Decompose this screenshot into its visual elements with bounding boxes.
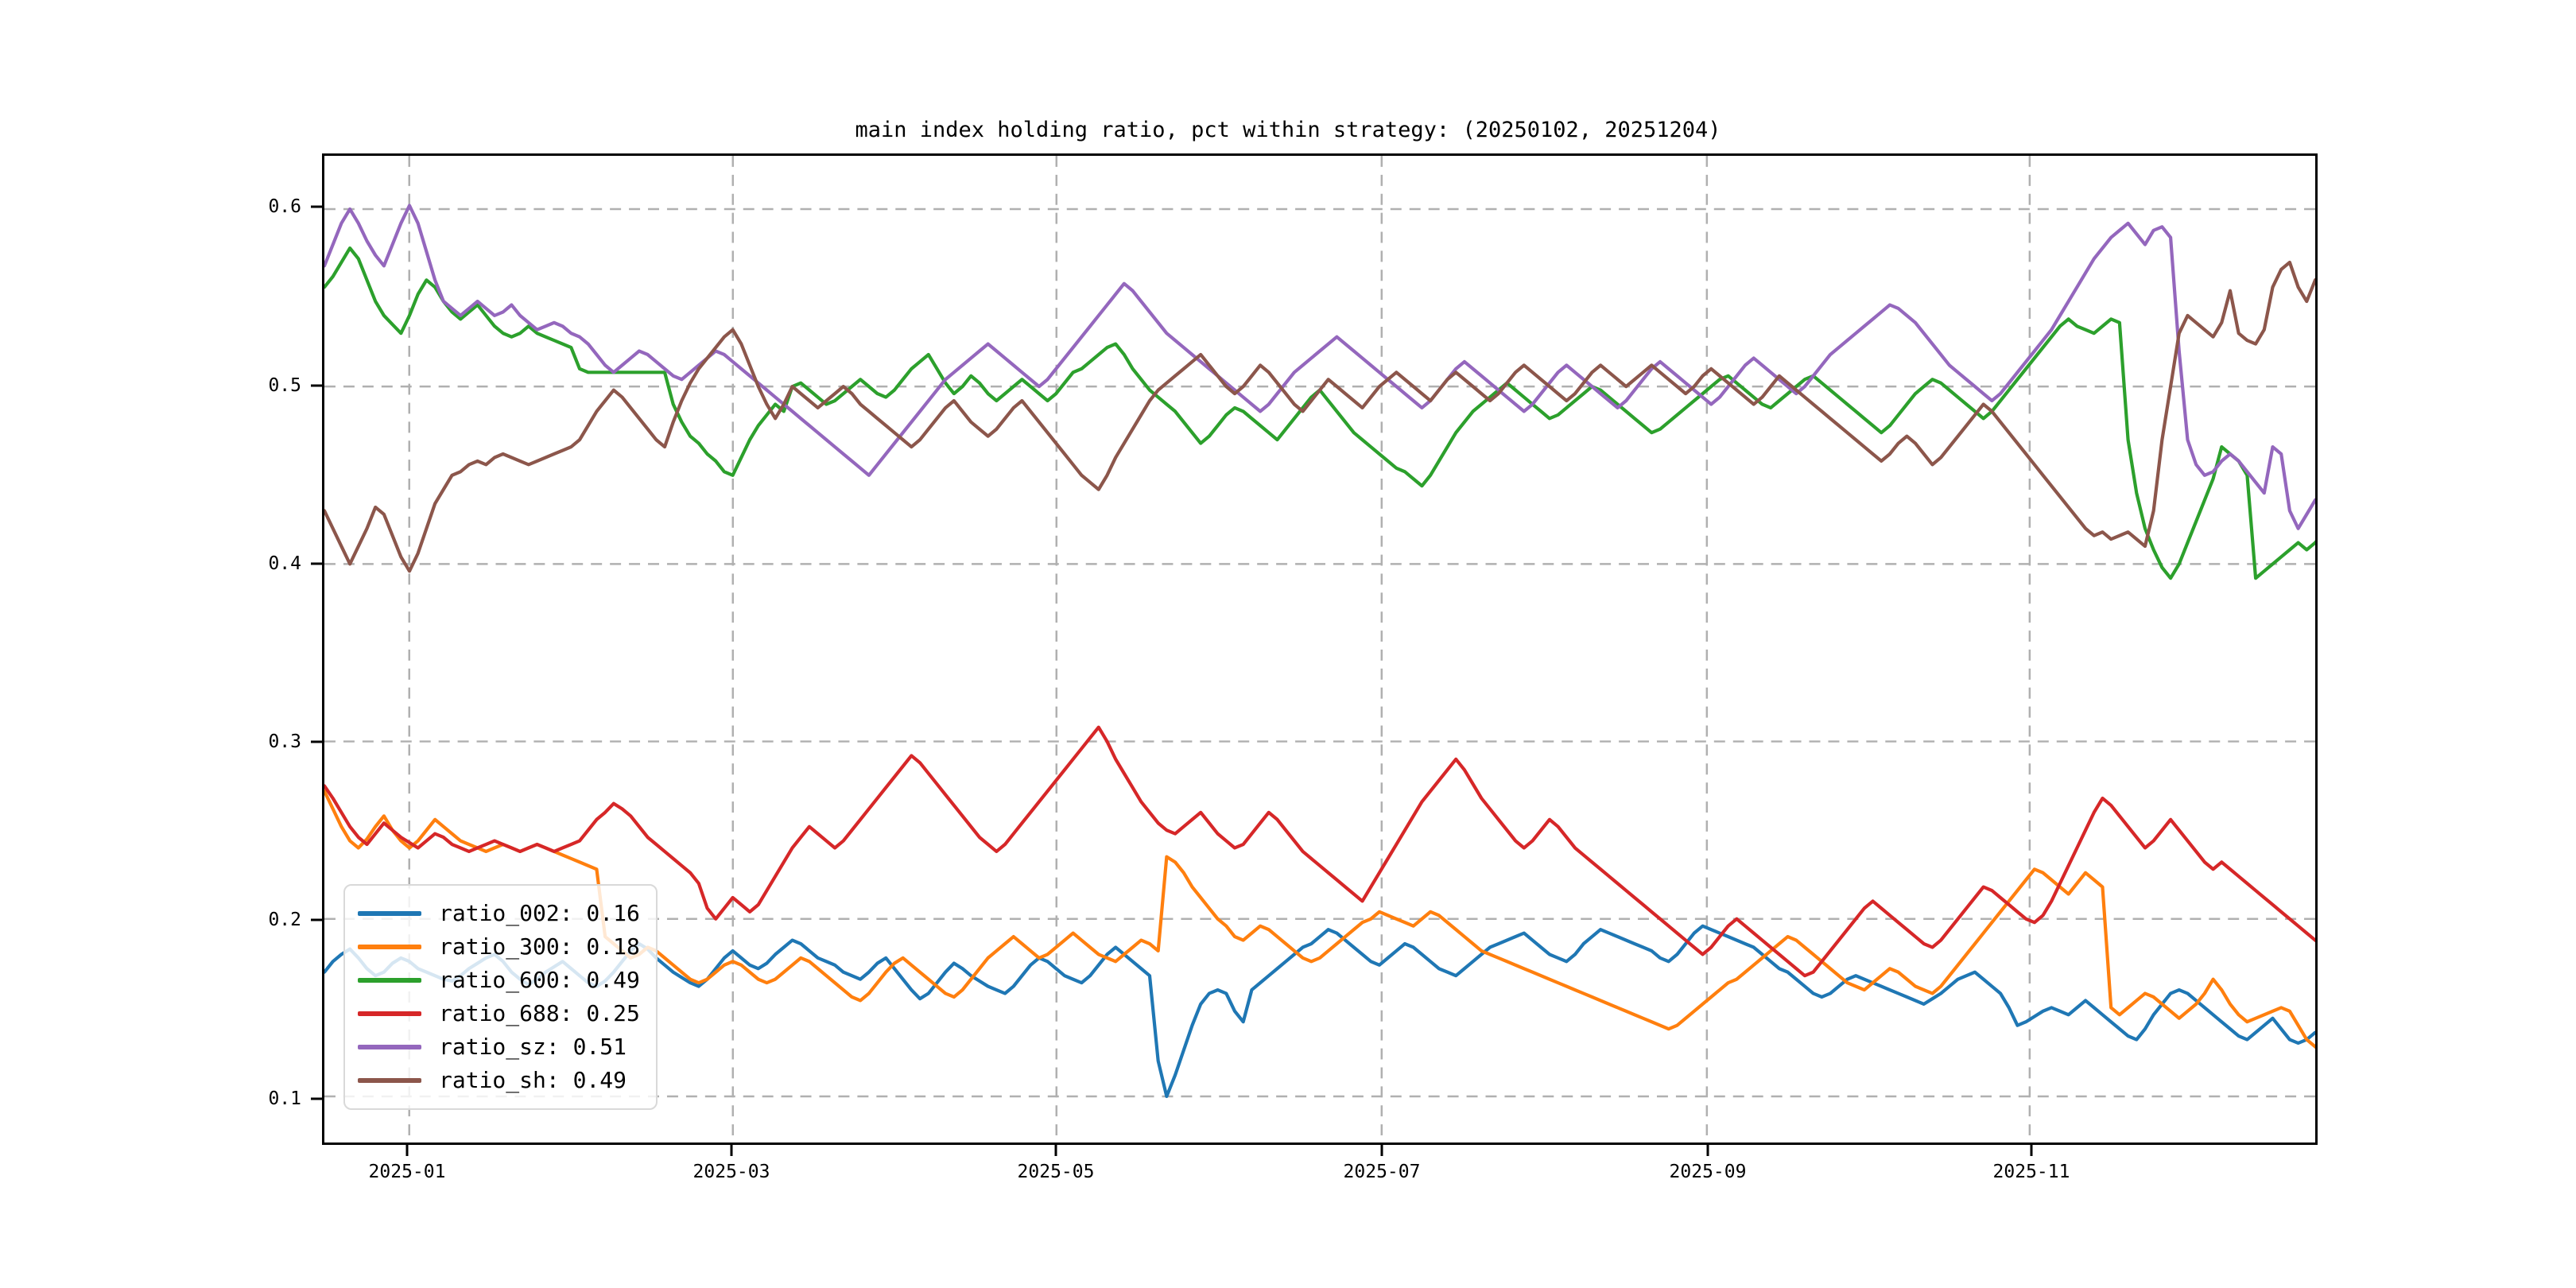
y-tick-label: 0.6 (268, 196, 301, 218)
legend-entry-label: ratio_688: 0.25 (439, 1000, 640, 1026)
legend-entry-label: ratio_600: 0.49 (439, 967, 640, 993)
y-tick-mark (311, 384, 322, 387)
y-tick-mark (311, 205, 322, 208)
legend-entry[interactable]: ratio_600: 0.49 (358, 964, 640, 997)
y-tick-label: 0.5 (268, 374, 301, 396)
legend-entry[interactable]: ratio_002: 0.16 (358, 897, 640, 930)
y-tick-label: 0.3 (268, 731, 301, 753)
x-tick-mark (1054, 1145, 1057, 1156)
x-tick-label: 2025-03 (692, 1162, 770, 1182)
x-tick-mark (405, 1145, 409, 1156)
y-tick-label: 0.1 (268, 1088, 301, 1109)
chart-title: main index holding ratio, pct within str… (855, 118, 1721, 142)
legend-color-swatch (358, 978, 421, 983)
x-tick-label: 2025-07 (1343, 1162, 1421, 1182)
legend-entry[interactable]: ratio_688: 0.25 (358, 997, 640, 1030)
legend-color-swatch (358, 1045, 421, 1049)
x-tick-mark (1706, 1145, 1709, 1156)
legend-entry[interactable]: ratio_sz: 0.51 (358, 1030, 640, 1064)
legend-entry[interactable]: ratio_sh: 0.49 (358, 1064, 640, 1097)
x-tick-label: 2025-09 (1669, 1162, 1747, 1182)
chart-legend: ratio_002: 0.16 ratio_300: 0.18 ratio_600:… (343, 884, 658, 1110)
y-tick-mark (311, 740, 322, 743)
legend-entry-label: ratio_002: 0.16 (439, 900, 640, 926)
x-tick-label: 2025-05 (1017, 1162, 1095, 1182)
y-tick-mark (311, 1097, 322, 1100)
y-tick-mark (311, 918, 322, 921)
legend-entry-label: ratio_sz: 0.51 (439, 1034, 627, 1060)
x-tick-label: 2025-01 (368, 1162, 446, 1182)
legend-color-swatch (358, 945, 421, 949)
x-tick-mark (1380, 1145, 1383, 1156)
legend-color-swatch (358, 1078, 421, 1083)
legend-color-swatch (358, 1011, 421, 1016)
y-tick-mark (311, 562, 322, 565)
x-tick-mark (2030, 1145, 2033, 1156)
legend-entry-label: ratio_300: 0.18 (439, 933, 640, 960)
y-tick-label: 0.4 (268, 553, 301, 574)
legend-entry-label: ratio_sh: 0.49 (439, 1067, 627, 1093)
legend-entry[interactable]: ratio_300: 0.18 (358, 930, 640, 964)
x-tick-mark (730, 1145, 733, 1156)
y-tick-label: 0.2 (268, 910, 301, 931)
x-tick-label: 2025-11 (1992, 1162, 2070, 1182)
legend-color-swatch (358, 911, 421, 916)
